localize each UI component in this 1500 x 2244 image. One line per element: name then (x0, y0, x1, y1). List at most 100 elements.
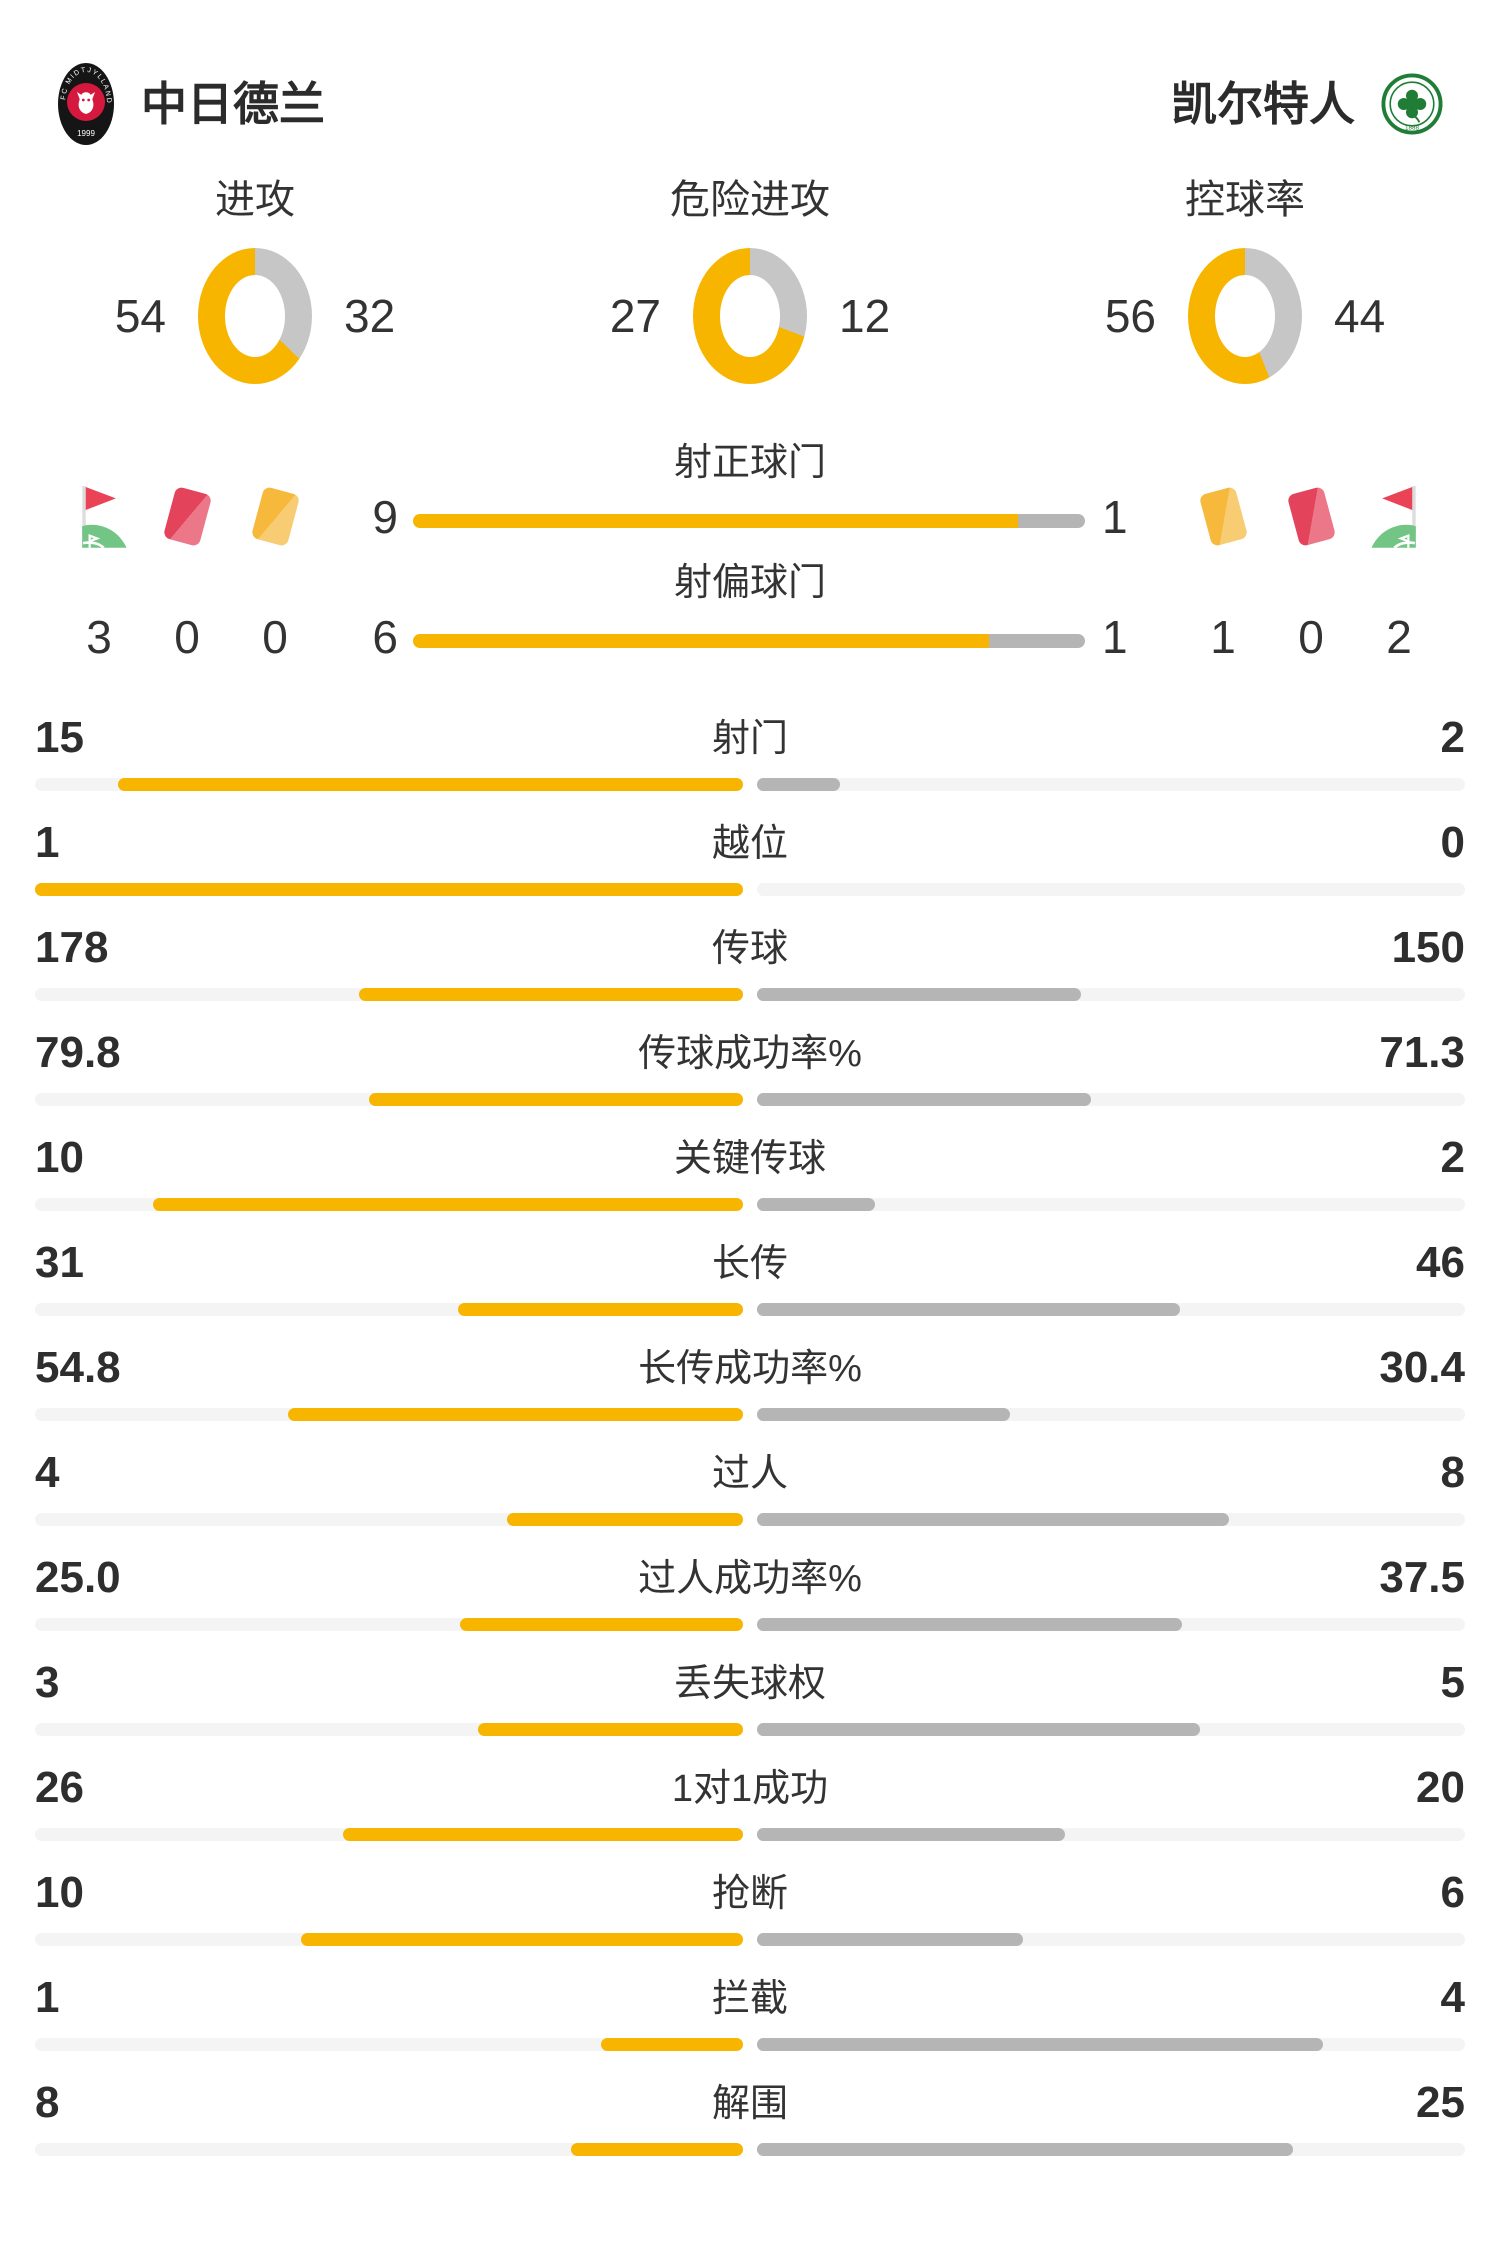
stat-row: 54.8 长传成功率% 30.4 (35, 1330, 1465, 1435)
stat-home-value: 79.8 (35, 1028, 121, 1077)
away-bar-track (757, 1513, 1465, 1526)
donut-chart (1188, 248, 1302, 384)
away-bar-track (757, 1618, 1465, 1631)
stat-label: 关键传球 (673, 1138, 826, 1180)
home-bar-track (35, 1093, 743, 1106)
home-bar-fill (342, 1828, 743, 1841)
away-bar-track (757, 1093, 1465, 1106)
donut-stat-group: 危险进攻 27 12 (610, 180, 890, 384)
home-yellow-card-count: 0 (262, 611, 288, 663)
away-bar-track (757, 988, 1465, 1001)
away-bar-fill (757, 1093, 1092, 1106)
away-team-name: 凯尔特人 (1171, 78, 1355, 130)
stat-away-value: 150 (1391, 923, 1465, 972)
stat-row: 4 过人 8 (35, 1435, 1465, 1540)
stat-home-value: 3 (35, 1658, 60, 1707)
stat-label: 过人 (711, 1453, 788, 1495)
stat-label: 越位 (711, 823, 788, 865)
away-bar-track (757, 1723, 1465, 1736)
away-bar-fill (757, 1303, 1180, 1316)
stat-home-value: 1 (35, 818, 60, 867)
home-team-name: 中日德兰 (141, 78, 325, 130)
away-team-logo: 1888 (1381, 73, 1443, 135)
stat-home-value: 8 (35, 2078, 60, 2127)
stat-away-value: 2 (1440, 713, 1465, 762)
stat-label: 1对1成功 (671, 1768, 829, 1810)
shots-section: 射正球门 射偏球门 (0, 430, 1500, 700)
corner-flag-icon (70, 482, 128, 550)
home-bar-fill (300, 1933, 743, 1946)
corner-flag-icon (1370, 482, 1428, 550)
stat-home-value: 31 (35, 1238, 84, 1287)
shots-on-target-bar (413, 514, 1085, 528)
stat-away-value: 5 (1440, 1658, 1465, 1707)
stat-home-value: 4 (35, 1448, 60, 1497)
shots-off-target-bar (413, 634, 1085, 648)
home-bar-track (35, 1408, 743, 1421)
stat-row: 1 越位 0 (35, 805, 1465, 910)
home-bar-track (35, 1618, 743, 1631)
home-bar-fill (601, 2038, 743, 2051)
stat-away-value: 2 (1440, 1133, 1465, 1182)
stat-label: 过人成功率% (638, 1558, 862, 1600)
home-team-logo: FC MIDTJYLLAND 1999 (58, 63, 114, 145)
stat-away-value: 71.3 (1379, 1028, 1465, 1077)
away-bar-fill (757, 1513, 1230, 1526)
stat-label: 传球成功率% (638, 1033, 862, 1075)
stat-row: 178 传球 150 (35, 910, 1465, 1015)
away-red-card-count: 0 (1298, 611, 1324, 663)
donut-stat-label: 控球率 (1185, 178, 1305, 222)
away-bar-fill (757, 2038, 1324, 2051)
home-bar-track (35, 1723, 743, 1736)
home-bar-track (35, 778, 743, 791)
red-card-icon (1282, 482, 1340, 550)
home-bar-track (35, 1513, 743, 1526)
donut-hole (1215, 275, 1275, 357)
stat-home-value: 54.8 (35, 1343, 121, 1392)
svg-text:1888: 1888 (1405, 125, 1419, 132)
stat-away-value: 30.4 (1379, 1343, 1465, 1392)
home-bar-fill (35, 883, 743, 896)
home-bar-fill (358, 988, 743, 1001)
red-card-icon (158, 482, 216, 550)
stat-home-value: 178 (35, 923, 109, 972)
away-team[interactable]: 凯尔特人 1888 (1171, 73, 1443, 135)
away-bar-fill (757, 1408, 1010, 1421)
home-bar-track (35, 988, 743, 1001)
stat-row: 8 解围 25 (35, 2065, 1465, 2170)
away-bar-fill (757, 1828, 1065, 1841)
away-corner-count: 2 (1386, 611, 1412, 663)
donut-stat-label: 危险进攻 (670, 178, 830, 222)
away-bar-fill (757, 1198, 876, 1211)
donut-home-value: 56 (1104, 290, 1156, 342)
away-bar-fill (757, 1618, 1182, 1631)
home-bar-fill (153, 1198, 743, 1211)
donut-hole (225, 275, 285, 357)
home-bar-fill (507, 1513, 743, 1526)
away-bar-track (757, 883, 1465, 896)
stat-row: 10 抢断 6 (35, 1855, 1465, 1960)
stat-home-value: 15 (35, 713, 84, 762)
home-corner-count: 3 (86, 611, 112, 663)
shots-off-target-away-value: 1 (1102, 611, 1128, 663)
stat-label: 丢失球权 (673, 1663, 826, 1705)
away-bar-track (757, 1303, 1465, 1316)
away-yellow-card-count: 1 (1210, 611, 1236, 663)
home-bar-track (35, 1933, 743, 1946)
away-bar-fill (757, 988, 1081, 1001)
stat-label: 抢断 (711, 1873, 788, 1915)
stat-away-value: 6 (1440, 1868, 1465, 1917)
stat-home-value: 26 (35, 1763, 84, 1812)
stat-home-value: 25.0 (35, 1553, 121, 1602)
away-bar-track (757, 1828, 1465, 1841)
away-bar-fill (757, 1933, 1023, 1946)
stat-away-value: 8 (1440, 1448, 1465, 1497)
stat-away-value: 25 (1416, 2078, 1465, 2127)
home-team[interactable]: FC MIDTJYLLAND 1999 中日德兰 (57, 62, 325, 146)
away-bar-track (757, 1198, 1465, 1211)
stat-home-value: 10 (35, 1133, 84, 1182)
stat-row: 10 关键传球 2 (35, 1120, 1465, 1225)
stat-away-value: 20 (1416, 1763, 1465, 1812)
donut-home-value: 27 (609, 290, 661, 342)
